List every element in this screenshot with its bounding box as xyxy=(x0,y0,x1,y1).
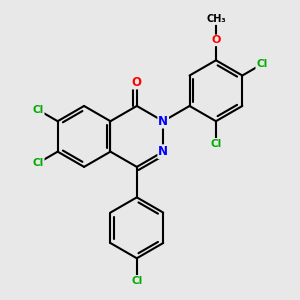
Text: N: N xyxy=(158,145,168,158)
Text: Cl: Cl xyxy=(33,158,44,168)
Text: CH₃: CH₃ xyxy=(206,14,226,24)
Text: O: O xyxy=(211,35,220,45)
Text: Cl: Cl xyxy=(33,105,44,115)
Text: N: N xyxy=(158,115,168,128)
Text: O: O xyxy=(132,76,142,88)
Text: Cl: Cl xyxy=(131,276,142,286)
Text: Cl: Cl xyxy=(256,59,267,69)
Text: Cl: Cl xyxy=(210,139,222,149)
